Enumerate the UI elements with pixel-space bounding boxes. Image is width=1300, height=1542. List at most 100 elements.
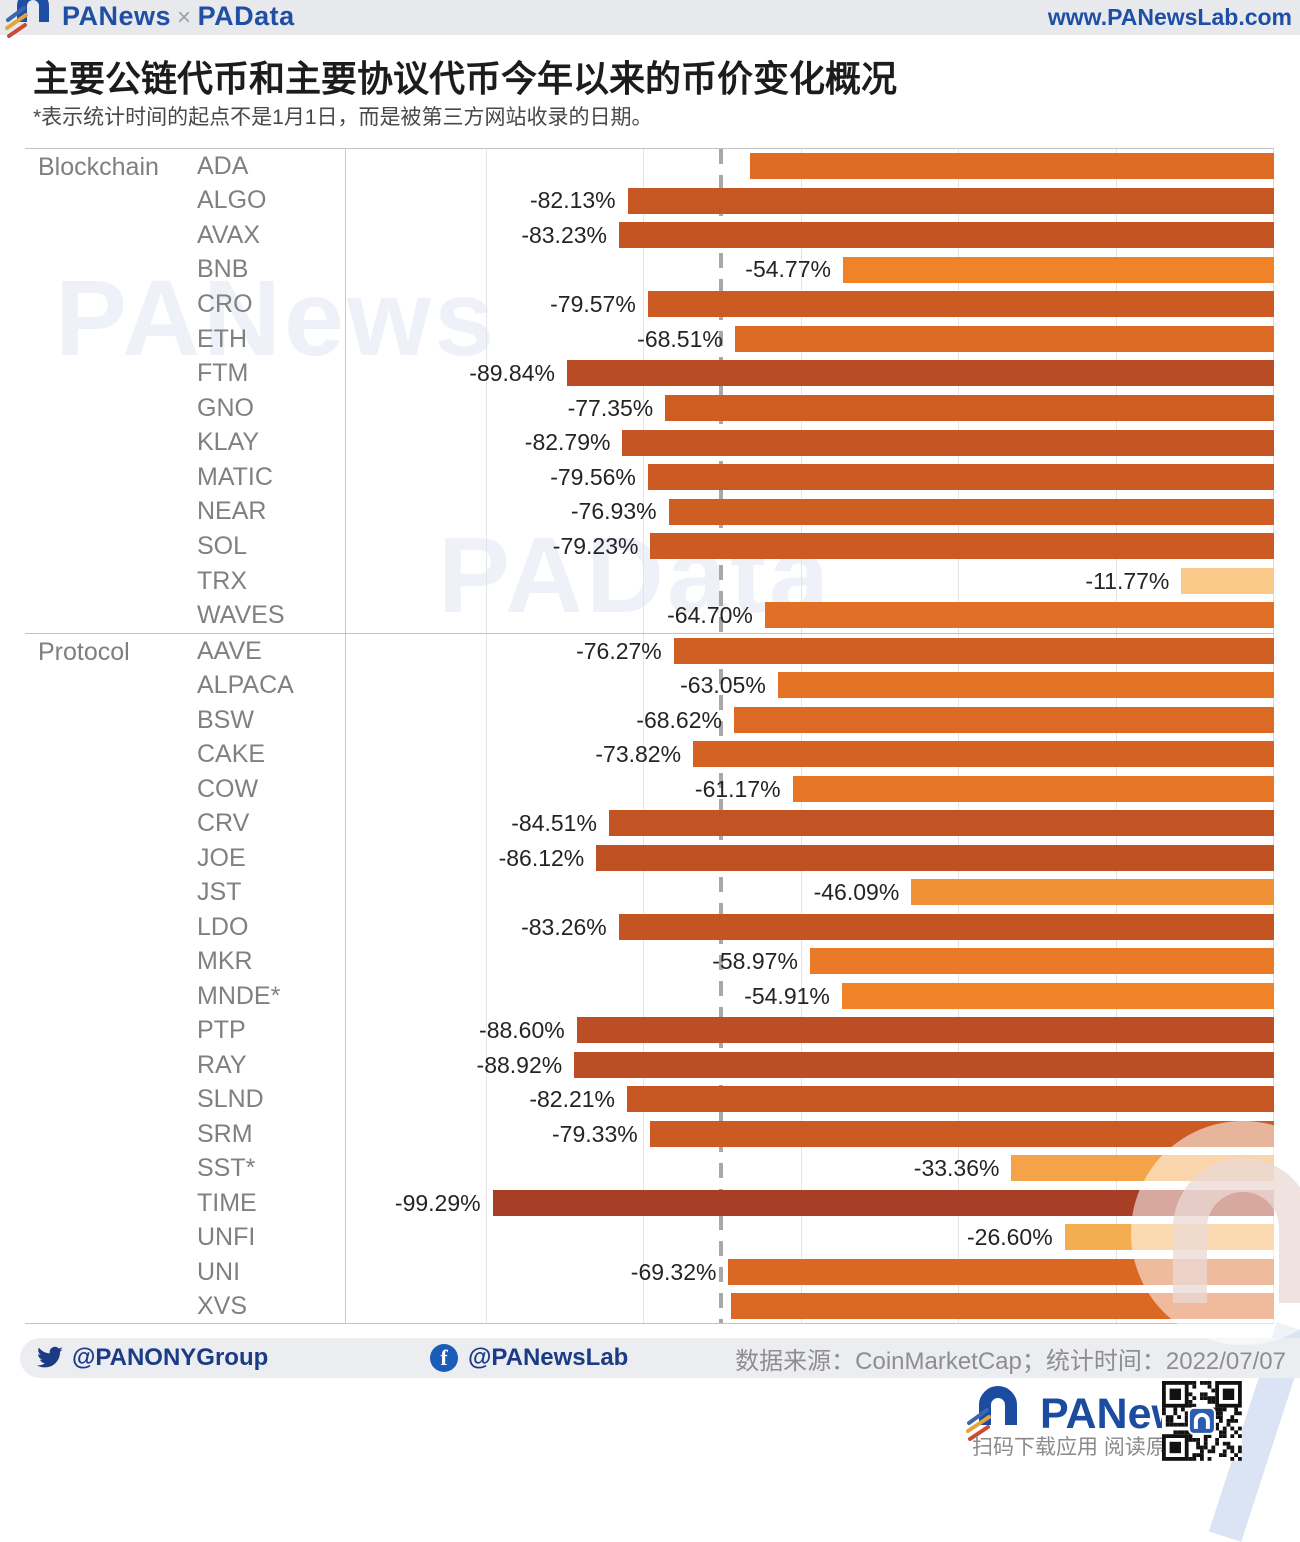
bar-row: NEAR -76.93% xyxy=(25,495,1274,530)
plot-cell: -68.51% xyxy=(345,322,1274,357)
plot-cell: -79.23% xyxy=(345,529,1274,564)
plot-cell: -82.13% xyxy=(345,184,1274,219)
value-label: -68.62% xyxy=(636,706,722,733)
plot-cell: -76.93% xyxy=(345,495,1274,530)
value-bar xyxy=(734,325,1274,352)
value-label: -11.77% xyxy=(1085,567,1170,594)
value-label: -46.09% xyxy=(813,879,900,906)
bar-row: CAKE -73.82% xyxy=(25,737,1274,772)
bar-row: SST* -33.36% xyxy=(25,1151,1274,1186)
category-label: Protocol xyxy=(38,637,130,666)
facebook-icon: f xyxy=(430,1344,458,1372)
token-label: ALPACA xyxy=(197,671,294,700)
brand-lockup: PANews × PAData xyxy=(62,1,295,32)
bar-row: BSW -68.62% xyxy=(25,703,1274,738)
facebook-handle: @PANewsLab xyxy=(468,1344,629,1371)
bar-row: SOL -79.23% xyxy=(25,529,1274,564)
panews-logo-icon xyxy=(4,0,60,45)
value-bar xyxy=(749,153,1274,179)
plot-cell: -63.05% xyxy=(345,668,1274,703)
bar-row: ADA xyxy=(25,149,1274,184)
value-bar xyxy=(596,844,1274,871)
gridline-minus-20 xyxy=(1115,149,1117,1323)
data-source-line: 数据来源：CoinMarketCap；统计时间：2022/07/07 xyxy=(735,1347,1286,1375)
value-bar xyxy=(693,741,1274,768)
plot-cell: -82.21% xyxy=(345,1082,1274,1117)
plot-cell: -79.33% xyxy=(345,1117,1274,1152)
value-label: -61.17% xyxy=(694,775,781,802)
value-label: -76.27% xyxy=(576,637,662,664)
bar-row: BNB -54.77% xyxy=(25,253,1274,288)
value-label: -88.92% xyxy=(476,1051,563,1078)
value-bar xyxy=(576,1017,1274,1044)
plot-cell: -79.57% xyxy=(345,287,1274,322)
value-label: -88.60% xyxy=(479,1017,565,1044)
value-label: -76.93% xyxy=(570,498,657,525)
value-label: -54.77% xyxy=(745,256,831,283)
token-label: JST xyxy=(197,878,242,907)
value-label: -79.57% xyxy=(550,291,636,318)
bar-row: UNI -69.32% xyxy=(25,1255,1274,1290)
value-label: -77.35% xyxy=(567,394,654,421)
plot-cell: -88.92% xyxy=(345,1048,1274,1083)
token-label: CAKE xyxy=(197,740,266,769)
token-label: UNFI xyxy=(197,1223,256,1252)
value-bar xyxy=(809,948,1274,975)
plot-cell: -86.12% xyxy=(345,841,1274,876)
value-label: -83.23% xyxy=(521,221,607,248)
bar-row: UNFI -26.60% xyxy=(25,1220,1274,1255)
mean-reference-line xyxy=(718,149,723,1323)
bar-row: ALPACA -63.05% xyxy=(25,668,1274,703)
bar-row: COW -61.17% xyxy=(25,772,1274,807)
bar-row: MATIC -79.56% xyxy=(25,460,1274,495)
value-bar xyxy=(647,464,1274,491)
bar-row: SLND -82.21% xyxy=(25,1082,1274,1117)
plot-cell: -58.97% xyxy=(345,944,1274,979)
bar-row: SRM -79.33% xyxy=(25,1117,1274,1152)
gridline-minus-40 xyxy=(958,149,960,1323)
chart-gridlines xyxy=(25,149,1274,1323)
value-bar xyxy=(574,1051,1274,1078)
plot-cell: -69.32% xyxy=(345,1255,1274,1290)
bar-row: GNO -77.35% xyxy=(25,391,1274,426)
plot-cell: -84.51% xyxy=(345,806,1274,841)
bar-row: FTM -89.84% xyxy=(25,356,1274,391)
token-label: TRX xyxy=(197,566,247,595)
value-bar xyxy=(777,672,1274,699)
twitter-handle: @PANONYGroup xyxy=(72,1344,269,1371)
token-label: FTM xyxy=(197,359,249,388)
plot-cell: -88.60% xyxy=(345,1013,1274,1048)
page-subtitle: *表示统计时间的起点不是1月1日，而是被第三方网站收录的日期。 xyxy=(33,106,653,129)
value-label: -33.36% xyxy=(913,1155,1000,1182)
value-label: -73.82% xyxy=(595,741,682,768)
label-plot-divider xyxy=(345,149,346,1323)
token-label: PTP xyxy=(197,1016,246,1045)
bar-row: MKR -58.97% xyxy=(25,944,1274,979)
token-label: ALGO xyxy=(197,186,267,215)
plot-cell: -54.77% xyxy=(345,253,1274,288)
bar-row: XVS xyxy=(25,1289,1274,1324)
value-bar xyxy=(668,498,1274,525)
token-label: SST* xyxy=(197,1154,256,1183)
plot-cell: -82.79% xyxy=(345,426,1274,461)
value-bar xyxy=(649,1120,1274,1147)
bar-row: TRX -11.77% xyxy=(25,564,1274,599)
value-label: -84.51% xyxy=(511,810,597,837)
value-label: -63.05% xyxy=(680,672,766,699)
token-label: AVAX xyxy=(197,220,260,249)
section-protocol: Protocol AAVE -76.27% ALPACA -63.05% BSW -68.6… xyxy=(25,632,1274,1324)
qr-caption: 扫码下载应用 阅读原文 xyxy=(972,1436,1188,1459)
plot-cell xyxy=(345,1289,1274,1324)
token-label: SRM xyxy=(197,1119,253,1148)
plot-cell: -83.26% xyxy=(345,910,1274,945)
value-bar xyxy=(728,1258,1274,1285)
brand-separator: × xyxy=(177,4,192,31)
token-label: MATIC xyxy=(197,462,273,491)
bar-row: CRV -84.51% xyxy=(25,806,1274,841)
token-label: CRO xyxy=(197,290,253,319)
value-bar xyxy=(792,775,1274,802)
bar-row: MNDE* -54.91% xyxy=(25,979,1274,1014)
plot-cell: -89.84% xyxy=(345,356,1274,391)
value-bar xyxy=(841,982,1274,1009)
plot-cell: -79.56% xyxy=(345,460,1274,495)
